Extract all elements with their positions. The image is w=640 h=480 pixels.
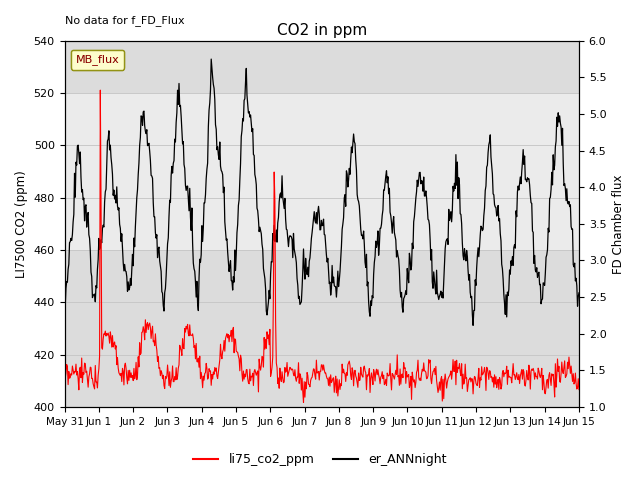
Y-axis label: FD Chamber flux: FD Chamber flux xyxy=(612,174,625,274)
Legend: MB_flux: MB_flux xyxy=(71,50,124,70)
Bar xyxy=(65,93,579,250)
Text: No data for f_FD_Flux: No data for f_FD_Flux xyxy=(65,15,184,26)
Title: CO2 in ppm: CO2 in ppm xyxy=(276,23,367,38)
Legend: li75_co2_ppm, er_ANNnight: li75_co2_ppm, er_ANNnight xyxy=(188,448,452,471)
Y-axis label: LI7500 CO2 (ppm): LI7500 CO2 (ppm) xyxy=(15,170,28,277)
